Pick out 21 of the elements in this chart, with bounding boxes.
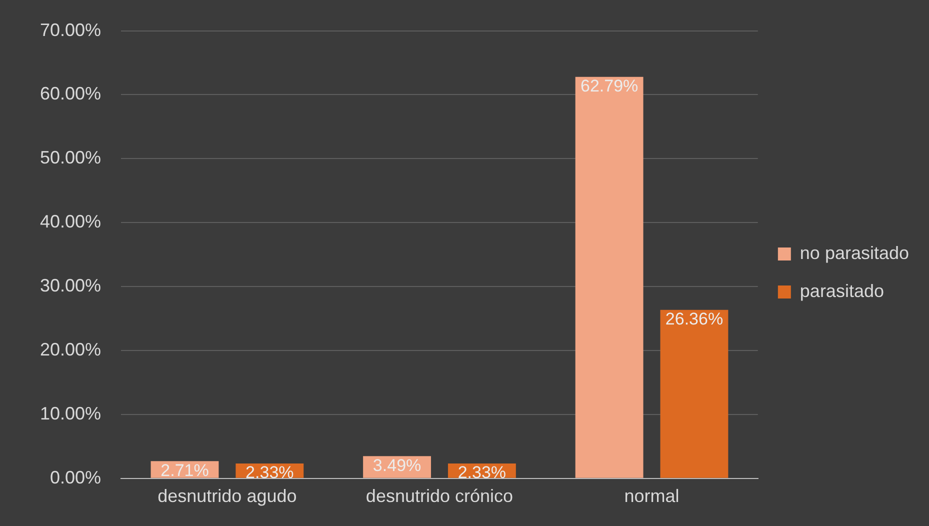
data-label: 2.71% — [160, 460, 209, 480]
x-tick-label: normal — [624, 486, 680, 506]
data-label: 26.36% — [665, 310, 724, 329]
legend-label: parasitado — [800, 280, 884, 301]
y-tick-label: 10.00% — [40, 403, 102, 424]
legend-label: no parasitado — [800, 242, 910, 263]
y-tick-label: 40.00% — [40, 212, 102, 232]
data-label: 62.79% — [580, 76, 638, 96]
data-label: 2.33% — [246, 463, 294, 482]
data-label: 3.49% — [372, 456, 422, 475]
x-tick-label: desnutrido crónico — [366, 486, 514, 506]
y-tick-label: 20.00% — [40, 339, 102, 360]
y-tick-label: 30.00% — [40, 276, 102, 296]
y-tick-label: 0.00% — [50, 467, 102, 488]
data-label: 2.33% — [458, 463, 506, 482]
x-tick-label: desnutrido agudo — [158, 486, 297, 506]
bar — [660, 310, 728, 478]
y-tick-label: 60.00% — [40, 84, 102, 104]
y-tick-label: 70.00% — [40, 20, 102, 40]
bar — [575, 76, 644, 478]
y-tick-label: 50.00% — [40, 148, 102, 168]
